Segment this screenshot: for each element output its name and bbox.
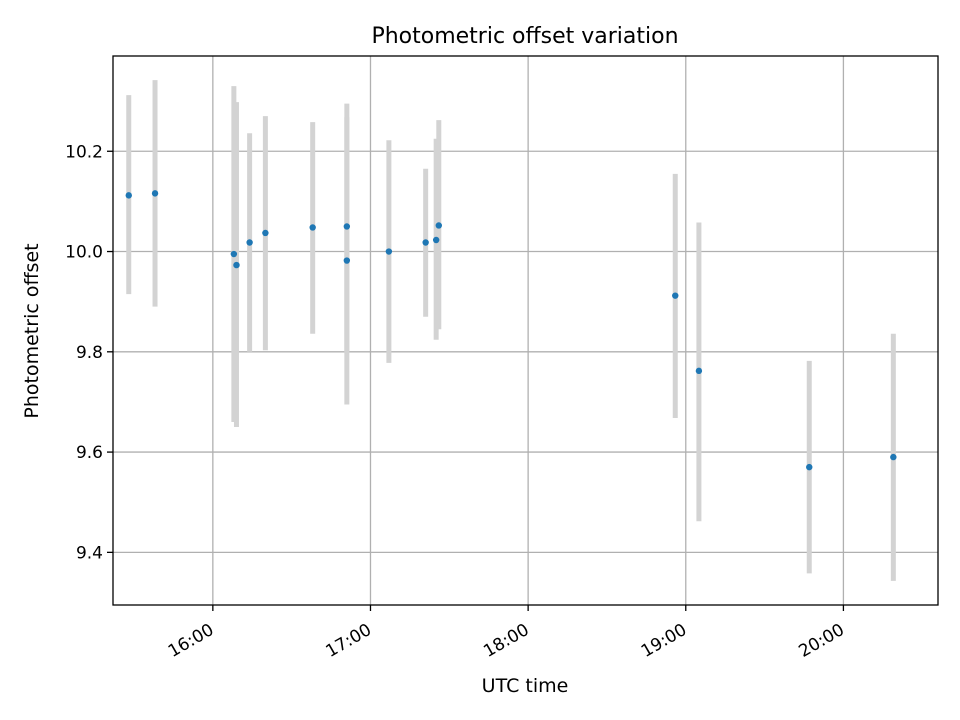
data-point <box>151 190 159 197</box>
y-tick-label: 9.4 <box>76 543 103 563</box>
plot-frame <box>112 55 939 606</box>
data-point <box>432 236 440 244</box>
chart-title: Photometric offset variation <box>371 24 678 49</box>
y-tick-label: 9.8 <box>76 343 103 363</box>
grid-lines <box>113 56 938 605</box>
data-point <box>343 223 351 230</box>
y-tick-label: 9.6 <box>76 443 103 463</box>
data-point <box>233 261 240 269</box>
data-point <box>246 239 253 246</box>
data-point <box>672 292 679 299</box>
y-axis-label: Photometric offset <box>21 243 43 418</box>
y-tick-label: 10.0 <box>65 243 103 263</box>
y-tick-label: 10.2 <box>65 142 103 162</box>
data-point <box>262 229 269 237</box>
data-point <box>422 239 429 246</box>
data-point <box>309 224 316 231</box>
x-axis-label: UTC time <box>482 675 569 697</box>
data-point <box>343 257 351 264</box>
data-point <box>385 248 393 255</box>
data-points <box>125 190 897 471</box>
data-point <box>695 367 703 375</box>
data-point <box>435 222 442 229</box>
data-point <box>890 453 897 461</box>
data-point <box>230 250 238 258</box>
data-point <box>125 192 132 199</box>
data-point <box>806 463 813 471</box>
